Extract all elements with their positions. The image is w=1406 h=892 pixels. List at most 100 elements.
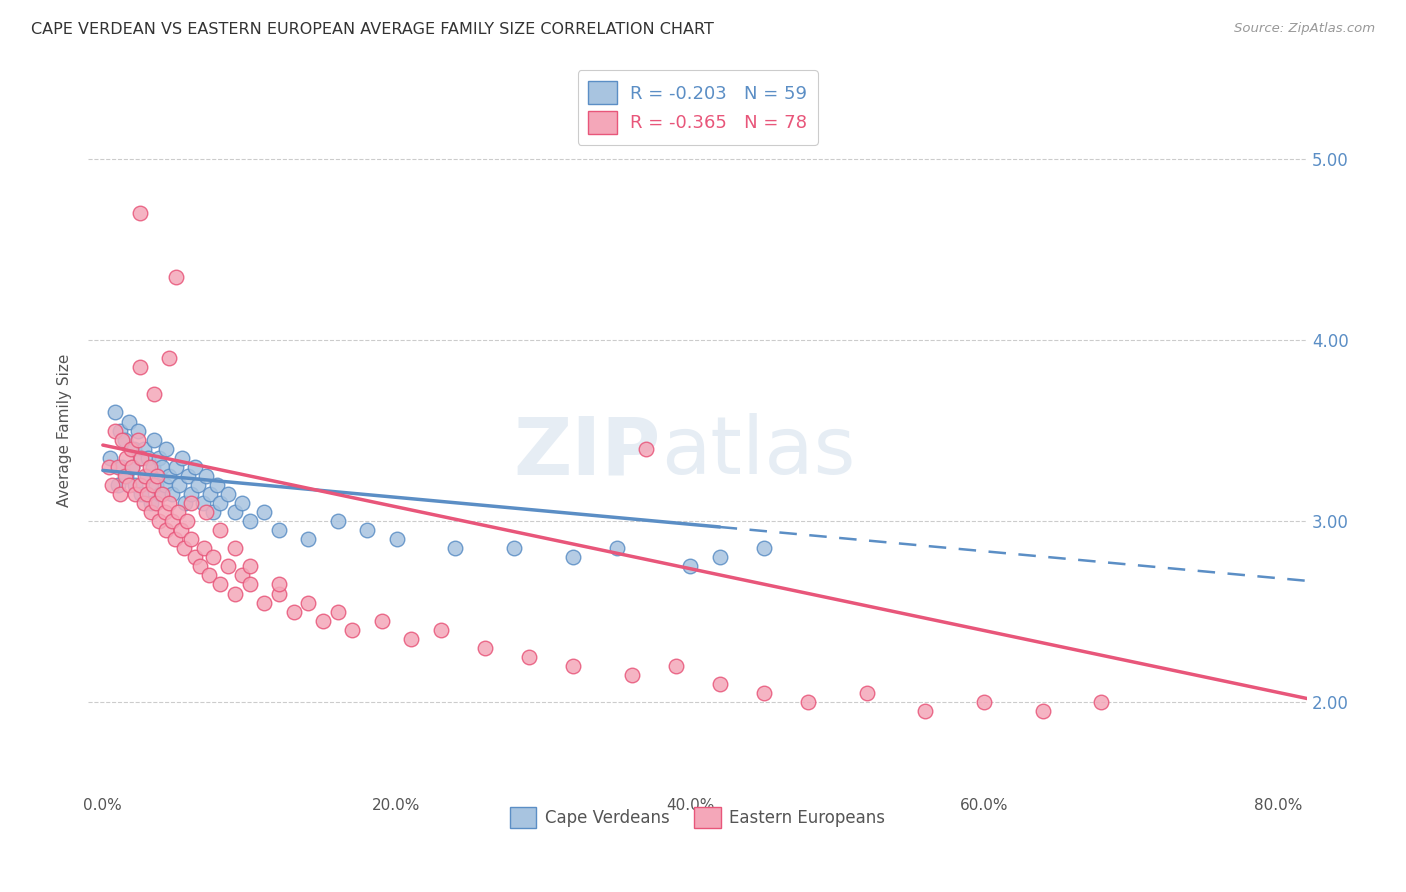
Point [231,568,253,582]
Point [176,514,198,528]
Point [914,704,936,718]
Point [371,614,394,628]
Point [620,668,643,682]
Point [429,623,451,637]
Point [191,496,214,510]
Point [97,459,120,474]
Point [114,468,136,483]
Point [297,532,319,546]
Point [142,478,165,492]
Point [172,450,194,465]
Point [267,586,290,600]
Point [561,550,583,565]
Point [797,695,820,709]
Point [606,541,628,556]
Point [163,532,186,546]
Point [197,568,219,582]
Point [561,659,583,673]
Point [129,450,152,465]
Point [679,559,702,574]
Point [267,577,290,591]
Point [155,523,177,537]
Point [115,450,138,465]
Point [121,459,143,474]
Point [217,487,239,501]
Point [153,505,176,519]
Point [128,478,150,492]
Point [150,459,173,474]
Point [111,459,134,474]
Point [138,450,160,465]
Point [127,433,149,447]
Point [267,523,290,537]
Point [148,514,170,528]
Point [399,632,422,646]
Point [385,532,408,546]
Point [107,478,129,492]
Point [165,459,187,474]
Point [129,487,152,501]
Point [145,478,167,492]
Point [283,605,305,619]
Point [120,442,142,456]
Point [124,478,146,492]
Point [184,459,207,474]
Point [139,459,162,474]
Point [121,459,143,474]
Point [165,269,187,284]
Point [167,478,190,492]
Point [326,605,349,619]
Point [180,532,202,546]
Point [312,614,335,628]
Point [143,433,166,447]
Point [239,577,262,591]
Point [146,468,169,483]
Point [177,468,200,483]
Point [153,478,176,492]
Point [326,514,349,528]
Point [636,442,658,456]
Text: CAPE VERDEAN VS EASTERN EUROPEAN AVERAGE FAMILY SIZE CORRELATION CHART: CAPE VERDEAN VS EASTERN EUROPEAN AVERAGE… [31,22,714,37]
Point [474,640,496,655]
Point [127,424,149,438]
Point [166,505,188,519]
Point [122,442,145,456]
Point [157,351,180,366]
Point [239,514,262,528]
Point [145,496,167,510]
Point [115,468,138,483]
Point [1032,704,1054,718]
Point [132,496,155,510]
Point [132,442,155,456]
Point [100,478,122,492]
Point [150,487,173,501]
Point [135,468,157,483]
Point [98,450,121,465]
Point [224,541,246,556]
Point [103,405,125,419]
Point [209,496,232,510]
Point [107,459,129,474]
Point [118,478,141,492]
Point [174,496,197,510]
Point [187,478,209,492]
Point [224,505,246,519]
Point [253,596,276,610]
Point [201,550,224,565]
Point [973,695,995,709]
Point [141,505,163,519]
Point [170,523,193,537]
Point [134,468,156,483]
Y-axis label: Average Family Size: Average Family Size [58,354,72,508]
Point [114,433,136,447]
Point [124,487,146,501]
Point [709,550,731,565]
Point [444,541,467,556]
Point [665,659,688,673]
Point [217,559,239,574]
Point [752,686,775,700]
Point [173,541,195,556]
Point [1090,695,1112,709]
Point [180,496,202,510]
Point [118,415,141,429]
